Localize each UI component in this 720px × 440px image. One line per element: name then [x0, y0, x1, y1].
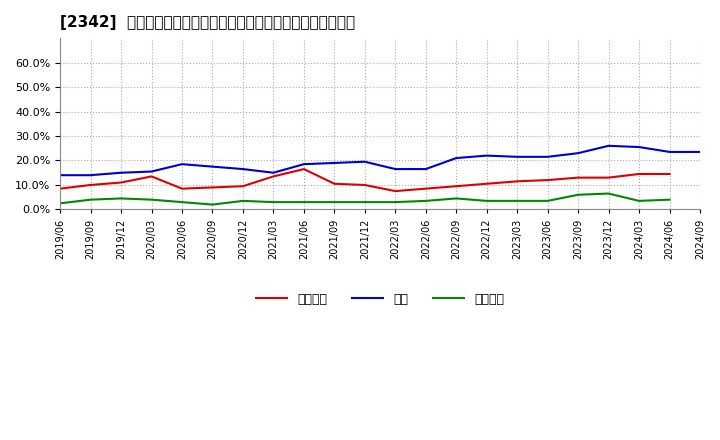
売上債権 [421, 186, 430, 191]
買入債務 [421, 198, 430, 204]
在庫 [421, 166, 430, 172]
売上債権 [574, 175, 582, 180]
売上債権 [391, 188, 400, 194]
買入債務 [300, 199, 308, 205]
買入債務 [574, 192, 582, 198]
在庫 [452, 155, 461, 161]
在庫 [330, 160, 338, 165]
在庫 [147, 169, 156, 174]
買入債務 [55, 201, 64, 206]
売上債権 [665, 171, 674, 176]
売上債権 [208, 185, 217, 190]
売上債権 [300, 166, 308, 172]
在庫 [361, 159, 369, 165]
在庫 [117, 170, 125, 176]
買入債務 [513, 198, 521, 204]
買入債務 [178, 199, 186, 205]
Line: 売上債権: 売上債権 [60, 169, 670, 191]
売上債権 [269, 174, 278, 179]
買入債務 [544, 198, 552, 204]
売上債権 [482, 181, 491, 187]
在庫 [635, 144, 644, 150]
在庫 [300, 161, 308, 167]
売上債権 [635, 171, 644, 176]
売上債権 [330, 181, 338, 187]
在庫 [238, 166, 247, 172]
買入債務 [269, 199, 278, 205]
売上債権 [86, 182, 95, 187]
買入債務 [238, 198, 247, 204]
Line: 在庫: 在庫 [60, 146, 700, 175]
買入債務 [86, 197, 95, 202]
在庫 [604, 143, 613, 148]
売上債権 [361, 182, 369, 187]
在庫 [513, 154, 521, 159]
売上債権 [178, 186, 186, 191]
在庫 [544, 154, 552, 159]
Text: [2342]  売上債権、在庫、買入債務の総資産に対する比率の推移: [2342] 売上債権、在庫、買入債務の総資産に対する比率の推移 [60, 15, 355, 30]
売上債権 [513, 179, 521, 184]
売上債権 [604, 175, 613, 180]
買入債務 [208, 202, 217, 207]
在庫 [269, 170, 278, 176]
買入債務 [665, 197, 674, 202]
買入債務 [147, 197, 156, 202]
Legend: 売上債権, 在庫, 買入債務: 売上債権, 在庫, 買入債務 [251, 288, 510, 311]
売上債権 [238, 183, 247, 189]
売上債権 [55, 186, 64, 191]
買入債務 [330, 199, 338, 205]
在庫 [208, 164, 217, 169]
売上債権 [147, 174, 156, 179]
買入債務 [117, 196, 125, 201]
在庫 [665, 149, 674, 154]
在庫 [178, 161, 186, 167]
在庫 [55, 172, 64, 178]
買入債務 [452, 196, 461, 201]
買入債務 [635, 198, 644, 204]
買入債務 [361, 199, 369, 205]
在庫 [696, 149, 704, 154]
売上債権 [544, 177, 552, 183]
買入債務 [604, 191, 613, 196]
売上債権 [117, 180, 125, 185]
買入債務 [482, 198, 491, 204]
在庫 [574, 150, 582, 156]
売上債権 [452, 183, 461, 189]
Line: 買入債務: 買入債務 [60, 194, 670, 205]
在庫 [86, 172, 95, 178]
買入債務 [391, 199, 400, 205]
在庫 [391, 166, 400, 172]
在庫 [482, 153, 491, 158]
